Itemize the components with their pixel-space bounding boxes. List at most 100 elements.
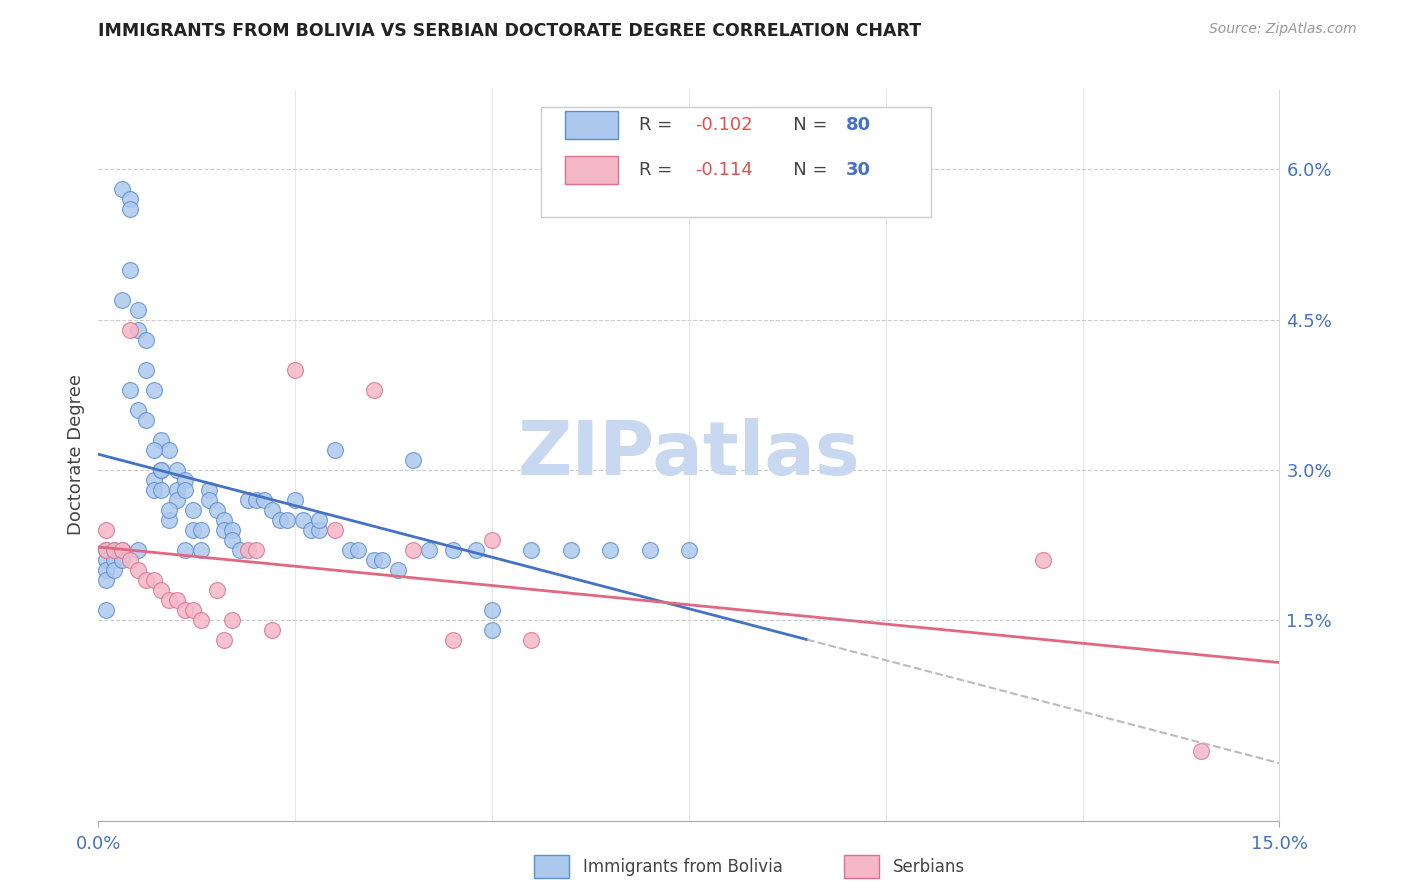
FancyBboxPatch shape xyxy=(565,112,619,139)
Text: 80: 80 xyxy=(846,116,872,134)
Point xyxy=(402,453,425,467)
Point xyxy=(638,543,661,558)
Point xyxy=(599,543,621,558)
Point xyxy=(118,553,141,567)
Point xyxy=(111,182,134,196)
Point xyxy=(96,523,118,537)
Point xyxy=(245,543,267,558)
Point xyxy=(214,633,236,648)
Point xyxy=(1189,743,1212,757)
Y-axis label: Doctorate Degree: Doctorate Degree xyxy=(66,375,84,535)
Point xyxy=(150,463,173,477)
Point xyxy=(197,493,219,508)
Point xyxy=(103,543,125,558)
Point xyxy=(260,503,283,517)
Text: Serbians: Serbians xyxy=(893,857,965,876)
Point xyxy=(520,633,543,648)
Point xyxy=(190,543,212,558)
Point xyxy=(441,633,464,648)
Point xyxy=(205,583,228,598)
Point xyxy=(118,323,141,337)
Point xyxy=(157,503,180,517)
Point xyxy=(96,553,118,567)
Point xyxy=(190,613,212,627)
Point xyxy=(299,523,322,537)
Point xyxy=(96,563,118,577)
Point xyxy=(157,442,180,457)
Point xyxy=(96,573,118,587)
Point xyxy=(229,543,252,558)
Point xyxy=(363,553,385,567)
Point xyxy=(339,543,361,558)
Point xyxy=(678,543,700,558)
Point xyxy=(465,543,488,558)
Point xyxy=(127,302,149,317)
Text: R =: R = xyxy=(640,161,678,179)
Point xyxy=(284,493,307,508)
Point xyxy=(142,573,165,587)
Point xyxy=(103,543,125,558)
Point xyxy=(174,483,197,497)
Point xyxy=(308,523,330,537)
Point xyxy=(166,463,188,477)
Text: Source: ZipAtlas.com: Source: ZipAtlas.com xyxy=(1209,22,1357,37)
Point xyxy=(221,533,243,547)
Point xyxy=(150,463,173,477)
Point xyxy=(1032,553,1054,567)
Point xyxy=(190,523,212,537)
Point xyxy=(142,473,165,487)
Point xyxy=(253,493,276,508)
Point xyxy=(221,613,243,627)
FancyBboxPatch shape xyxy=(565,156,619,185)
Point xyxy=(181,603,204,617)
Point xyxy=(111,543,134,558)
Point xyxy=(118,262,141,277)
Point xyxy=(371,553,394,567)
Point xyxy=(181,503,204,517)
Point xyxy=(118,383,141,397)
Text: N =: N = xyxy=(776,161,834,179)
Point xyxy=(157,593,180,607)
Point xyxy=(481,624,503,638)
Point xyxy=(308,513,330,527)
Point xyxy=(560,543,582,558)
Point xyxy=(245,493,267,508)
Point xyxy=(166,493,188,508)
Point xyxy=(418,543,440,558)
Point xyxy=(276,513,298,527)
Point xyxy=(221,523,243,537)
Point xyxy=(127,323,149,337)
Point xyxy=(236,543,259,558)
Point xyxy=(111,543,134,558)
Point xyxy=(96,603,118,617)
Point xyxy=(135,413,157,427)
Point xyxy=(292,513,315,527)
Text: -0.102: -0.102 xyxy=(695,116,752,134)
Point xyxy=(103,553,125,567)
Point xyxy=(174,543,197,558)
Text: N =: N = xyxy=(776,116,834,134)
Point xyxy=(150,583,173,598)
Point xyxy=(181,523,204,537)
Point xyxy=(323,523,346,537)
Point xyxy=(150,483,173,497)
Point xyxy=(520,543,543,558)
Point xyxy=(157,513,180,527)
Text: ZIPatlas: ZIPatlas xyxy=(517,418,860,491)
Point xyxy=(214,513,236,527)
Text: R =: R = xyxy=(640,116,678,134)
Point xyxy=(135,363,157,377)
Text: -0.114: -0.114 xyxy=(695,161,752,179)
Point xyxy=(150,433,173,447)
Point xyxy=(197,483,219,497)
Point xyxy=(142,442,165,457)
Point xyxy=(96,543,118,558)
FancyBboxPatch shape xyxy=(541,108,931,218)
Point xyxy=(135,333,157,347)
Point xyxy=(135,573,157,587)
Point xyxy=(127,563,149,577)
Text: 30: 30 xyxy=(846,161,872,179)
Point xyxy=(127,402,149,417)
Point xyxy=(174,603,197,617)
Text: IMMIGRANTS FROM BOLIVIA VS SERBIAN DOCTORATE DEGREE CORRELATION CHART: IMMIGRANTS FROM BOLIVIA VS SERBIAN DOCTO… xyxy=(98,22,921,40)
